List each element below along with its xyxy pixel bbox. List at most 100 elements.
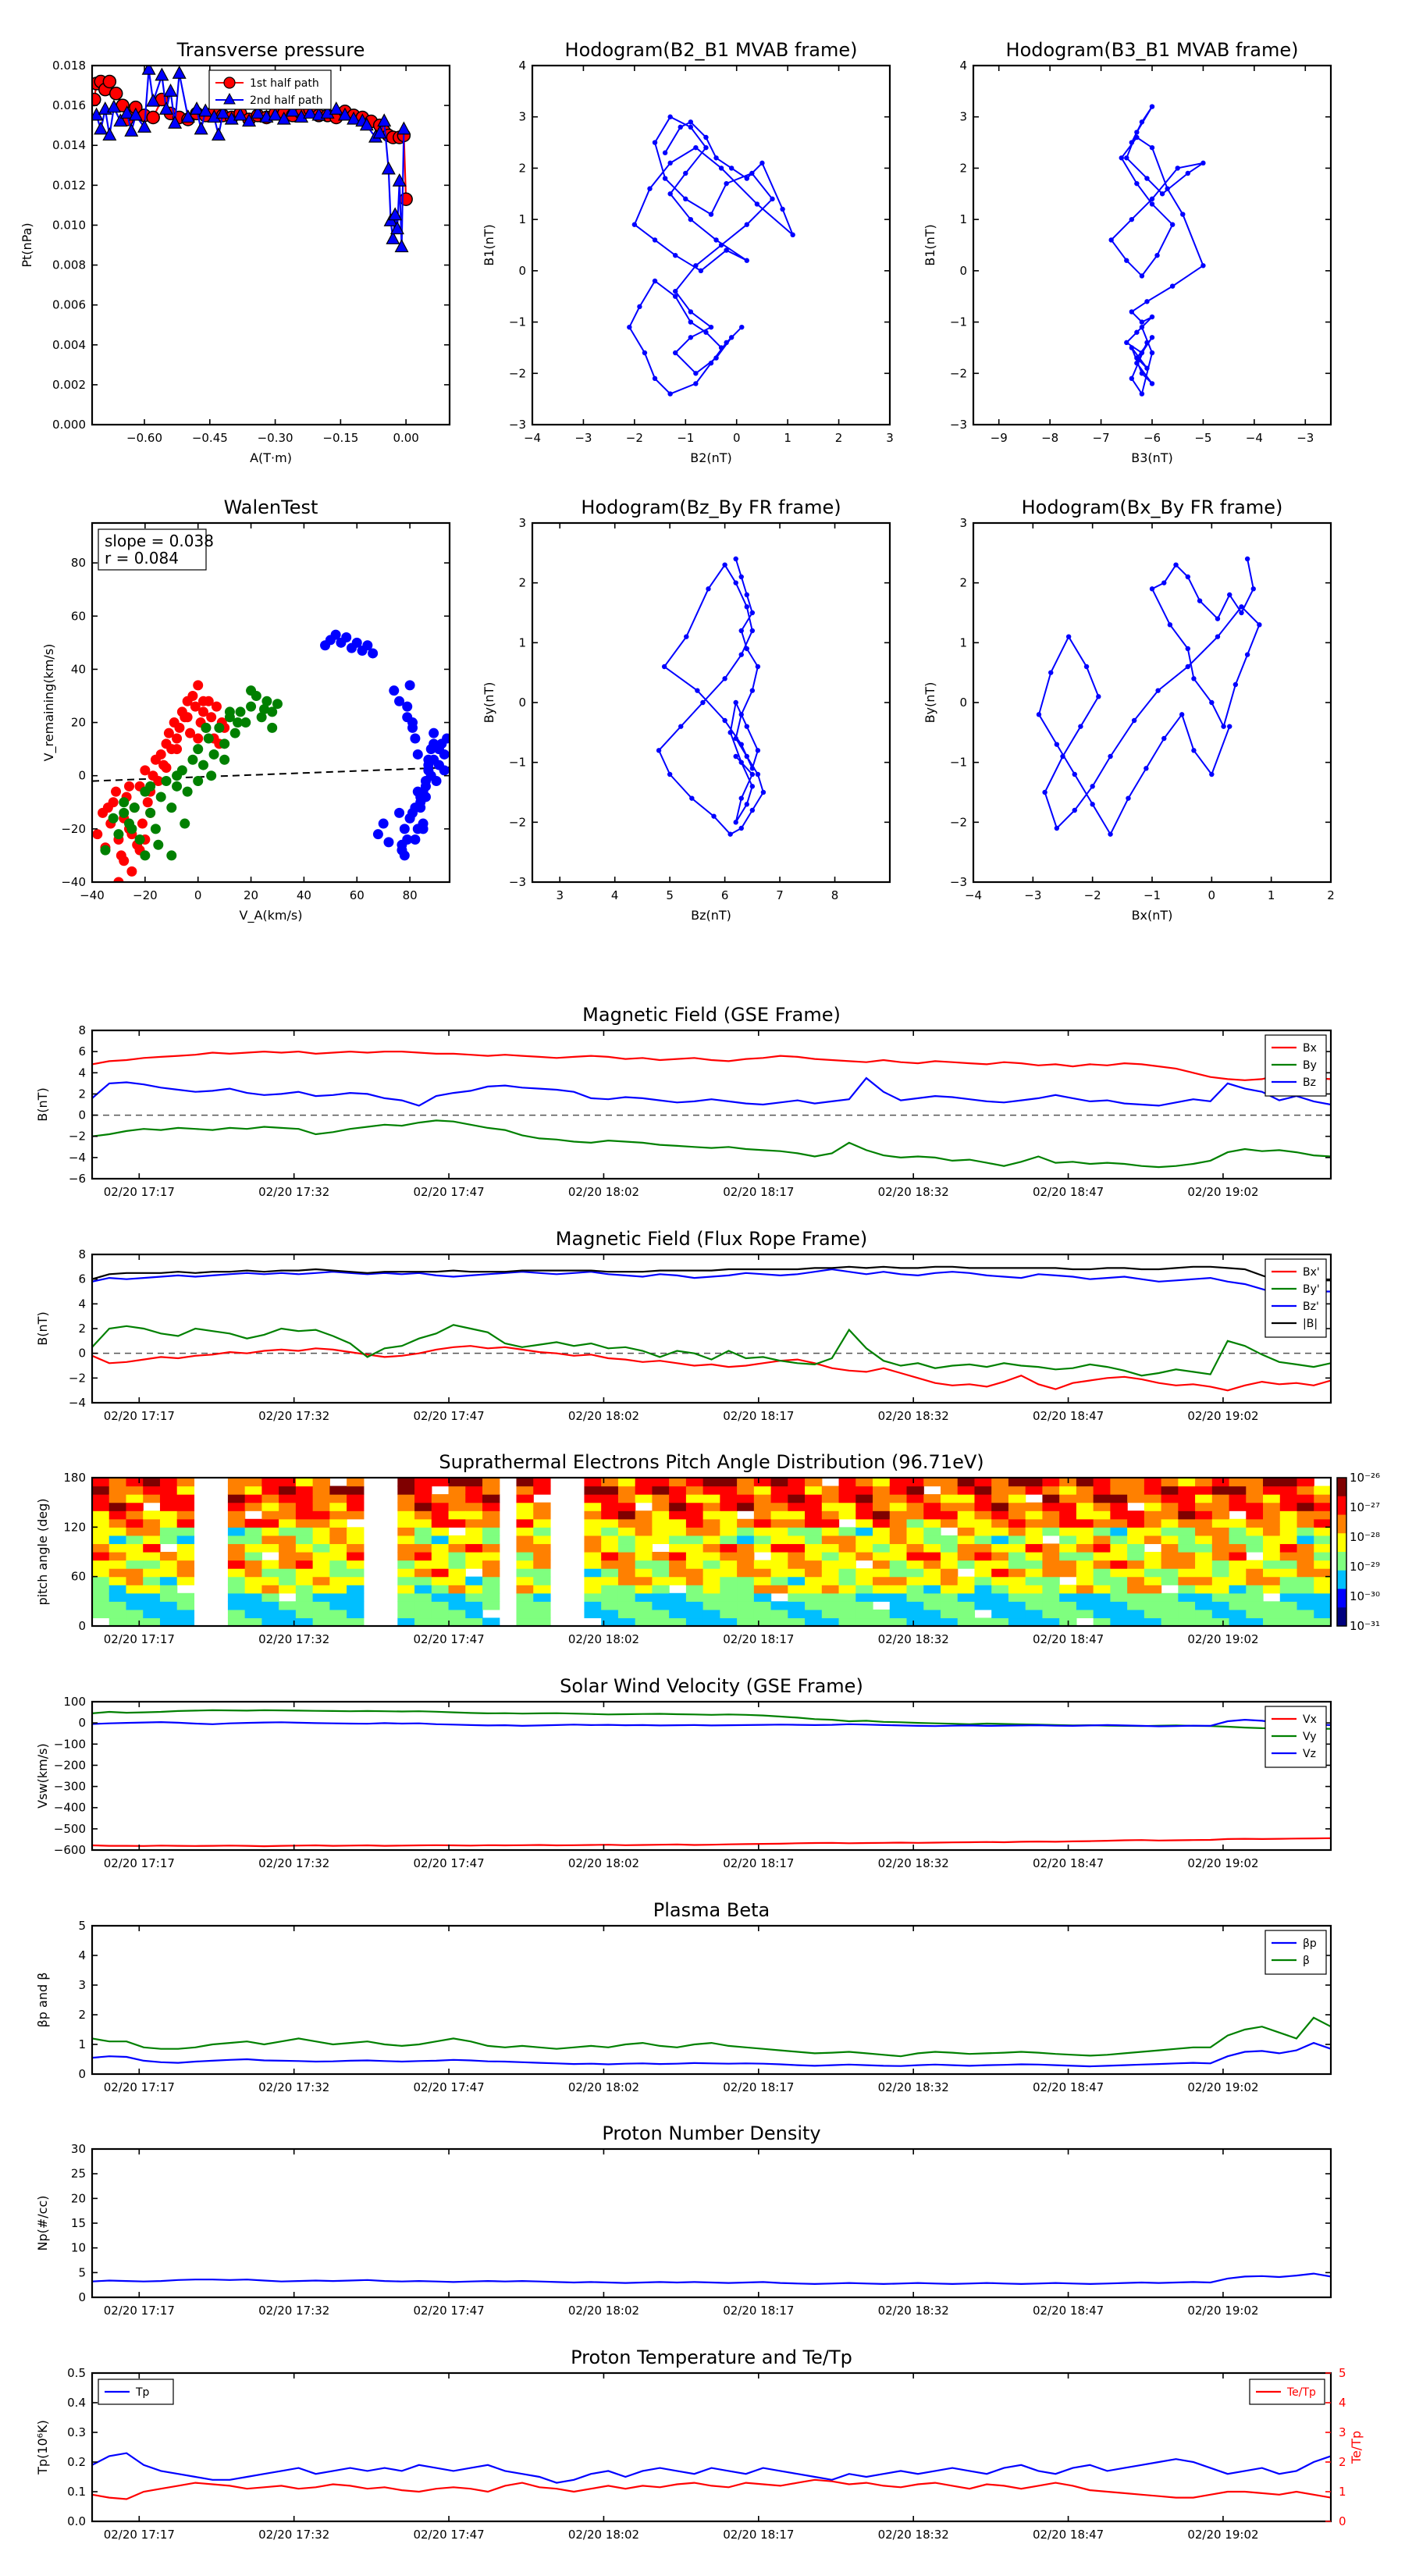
data-marker — [727, 831, 733, 837]
pad-cell — [397, 1502, 415, 1511]
proton-density-y-axis-label: Np(#/cc) — [35, 2196, 50, 2251]
pad-cell — [617, 1510, 636, 1520]
pad-cell — [1279, 1609, 1298, 1619]
pad-cell — [533, 1510, 551, 1520]
data-marker — [678, 724, 684, 729]
proton-temperature-x-tick-label: 02/20 17:17 — [104, 2528, 175, 2542]
pad-cell — [669, 1510, 687, 1520]
pad-cell — [1127, 1568, 1145, 1578]
pad-cell — [1229, 1601, 1247, 1610]
pad-cell — [889, 1478, 908, 1487]
pad-cell — [1161, 1617, 1179, 1626]
data-marker — [684, 634, 689, 639]
hodogram-bz-by-x-tick-label: 6 — [721, 888, 729, 902]
mag-fr-panel: Magnetic Field (Flux Rope Frame)02/20 17… — [35, 1228, 1332, 1423]
data-marker — [1134, 130, 1140, 135]
pad-cell — [601, 1609, 619, 1619]
pad-cell — [991, 1609, 1009, 1619]
pad-cell — [889, 1510, 908, 1520]
hodogram-b3-b1-line — [1110, 106, 1204, 397]
pad-cell — [1246, 1609, 1264, 1619]
pad-cell — [1211, 1518, 1230, 1528]
data-marker — [662, 176, 668, 181]
pad-cell — [347, 1527, 365, 1536]
mag-fr-x-tick-label: 02/20 18:47 — [1033, 1409, 1104, 1423]
pad-cell — [92, 1527, 110, 1536]
plasma-beta-x-tick-label: 02/20 18:02 — [568, 2080, 639, 2094]
scatter-point — [402, 834, 413, 845]
transverse-pressure-x-tick-label: −0.15 — [322, 431, 358, 445]
pad-cell — [448, 1478, 466, 1487]
pad-cell — [1178, 1609, 1196, 1619]
data-marker — [1134, 329, 1140, 335]
pad-cell — [1297, 1518, 1314, 1528]
pad-cell — [720, 1478, 738, 1487]
pad-cell — [126, 1568, 144, 1578]
pad-cell — [669, 1527, 687, 1536]
pad-cell — [1211, 1560, 1230, 1569]
hodogram-b3-b1-x-axis-label: B3(nT) — [1131, 450, 1173, 465]
pad-cell — [295, 1601, 314, 1610]
data-marker — [1139, 371, 1145, 376]
hodogram-bz-by-y-tick-label: −2 — [509, 815, 526, 829]
pad-cell — [227, 1518, 246, 1528]
scatter-point — [433, 744, 444, 755]
pad-cell — [516, 1560, 534, 1569]
pad-cell — [295, 1502, 314, 1511]
pad-cell — [295, 1543, 314, 1553]
pad-cell — [1263, 1478, 1281, 1487]
pad-cell — [923, 1585, 941, 1594]
pad-cell — [838, 1543, 856, 1553]
pad-cell — [873, 1585, 891, 1594]
data-marker — [749, 766, 756, 771]
pad-cell — [838, 1485, 856, 1495]
sw-velocity-y-tick-label: −600 — [54, 1843, 86, 1857]
data-marker — [1179, 712, 1185, 717]
pad-cell — [1042, 1585, 1060, 1594]
pad-cell — [1297, 1485, 1314, 1495]
pad-cell — [431, 1592, 450, 1602]
data-marker — [233, 107, 247, 121]
pad-cell — [347, 1592, 365, 1602]
pad-cell — [448, 1502, 466, 1511]
data-marker — [1129, 375, 1135, 382]
data-marker — [703, 329, 709, 335]
pad-cell — [1229, 1568, 1247, 1578]
pad-cell — [1144, 1592, 1162, 1602]
mag-gse-series-By — [92, 1119, 1331, 1169]
data-marker — [739, 324, 745, 330]
pad-cell — [465, 1592, 483, 1602]
pad-cell — [397, 1494, 415, 1503]
pad-cell — [244, 1601, 262, 1610]
transverse-pressure-y-tick-label: 0.000 — [52, 418, 86, 432]
pad-cell — [855, 1518, 873, 1528]
pad-cell — [159, 1601, 178, 1610]
mag-fr-y-tick-label: 0 — [78, 1347, 86, 1361]
pad-cell — [397, 1552, 415, 1561]
mag-fr-y-tick-label: 2 — [78, 1322, 86, 1336]
pad-cell — [1211, 1568, 1230, 1578]
pad-cell — [889, 1543, 908, 1553]
pad-cell — [1008, 1510, 1026, 1520]
data-marker — [733, 753, 738, 760]
data-marker — [738, 760, 744, 765]
pad-cell — [312, 1527, 330, 1536]
hodogram-b2-b1-line — [628, 116, 794, 395]
pad-cell — [788, 1527, 806, 1536]
hodogram-bx-by-x-tick-label: 2 — [1327, 888, 1335, 902]
hodogram-b3-b1-y-tick-label: 0 — [959, 264, 967, 278]
plasma-beta-x-tick-label: 02/20 18:47 — [1033, 2080, 1104, 2094]
hodogram-bx-by-y-tick-label: 2 — [959, 576, 967, 590]
pad-cell — [805, 1502, 823, 1511]
hodogram-bz-by-plot-area — [656, 556, 767, 837]
pad-cell — [1059, 1485, 1077, 1495]
mag-fr-line — [92, 1265, 1331, 1283]
pad-cell — [991, 1535, 1009, 1545]
pad-cell — [279, 1609, 297, 1619]
pad-cell — [108, 1601, 127, 1610]
pad-cell — [753, 1502, 772, 1511]
pad-cell — [652, 1576, 670, 1585]
pad-y-tick-label: 0 — [78, 1619, 86, 1633]
pad-cell — [1110, 1518, 1128, 1528]
